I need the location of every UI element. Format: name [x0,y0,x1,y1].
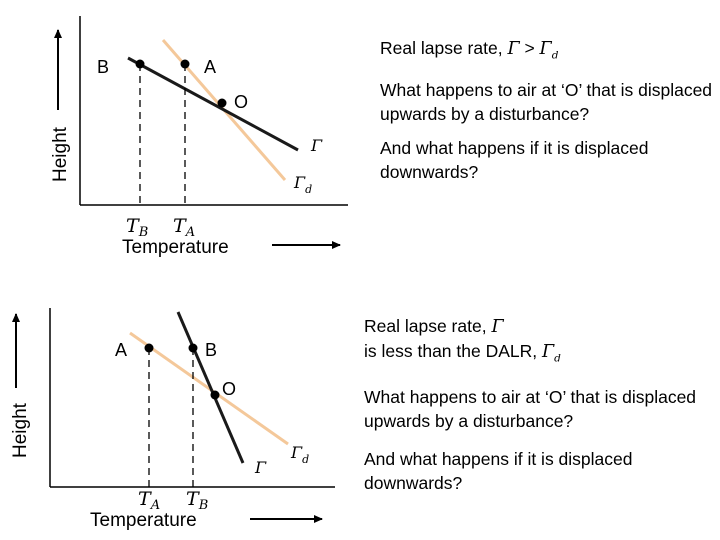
d2-label-b: B [205,340,217,360]
diagram-2: A B O Γ Γd TA TB Temperature Height [10,308,335,531]
text1-heading-gamma: Γ [507,39,520,59]
d1-label-gamma: Γ [310,136,323,155]
text2-question-down: And what happens if it is displaced down… [364,448,633,493]
d1-label-gamma-d: Γd [293,173,312,196]
d2-point-o [210,390,220,400]
d2-point-b [188,343,198,353]
text1-question-up: What happens to air at ‘O’ that is displ… [380,79,713,124]
d2-ylabel: Height [10,402,31,458]
d1-point-b [135,59,145,69]
text1-heading: Real lapse rate, Γ > Γd [380,36,715,68]
d2-label-o: O [222,379,236,399]
text1-question-down: And what happens if it is displaced down… [380,137,649,182]
d2-environment-line [176,311,245,464]
text2-heading-line2: is less than the DALR, [364,341,542,361]
d2-xlabel: Temperature [90,510,197,531]
text2-heading-gamma: Γ [491,317,504,337]
d1-environment-line [127,56,299,152]
d1-label-o: O [234,92,248,112]
d1-point-o [217,98,227,108]
text2-heading-gamma-d: Γ [542,342,555,362]
diagram-1: B A O Γ Γd TB TA Temperature Height [50,16,348,258]
text2-heading-prefix: Real lapse rate, [364,316,492,336]
d1-label-b: B [97,57,109,77]
text1-heading-mid: > [519,38,540,58]
d2-label-a: A [115,340,127,360]
d2-tick-ta: TA [138,488,160,513]
d2-tick-tb: TB [186,488,208,513]
text-block-1: Real lapse rate, Γ > Γd What happens to … [380,36,715,194]
d1-tick-tb: TB [126,215,148,240]
d1-ylabel: Height [50,126,71,182]
d1-tick-ta: TA [173,215,195,240]
d2-label-gamma: Γ [254,458,267,477]
d1-label-a: A [204,57,216,77]
d1-xlabel: Temperature [122,237,229,258]
text2-heading-sub: d [554,352,561,365]
d1-point-a [180,59,190,69]
d2-label-gamma-d: Γd [290,443,309,466]
text1-heading-sub: d [551,49,559,62]
d2-dalr-line [129,331,289,446]
text1-heading-prefix: Real lapse rate, [380,38,508,58]
text2-question-up: What happens to air at ‘O’ that is displ… [364,386,697,431]
text1-heading-gamma-d: Γ [539,39,552,59]
d2-point-a [144,343,154,353]
